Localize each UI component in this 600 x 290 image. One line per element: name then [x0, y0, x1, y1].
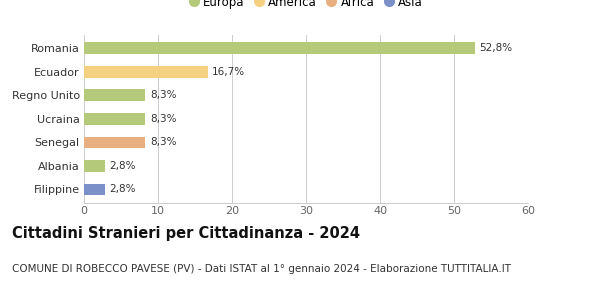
Bar [84, 90, 145, 101]
Text: 8,3%: 8,3% [150, 114, 176, 124]
Text: 8,3%: 8,3% [150, 137, 176, 147]
Text: 2,8%: 2,8% [109, 161, 136, 171]
Text: Cittadini Stranieri per Cittadinanza - 2024: Cittadini Stranieri per Cittadinanza - 2… [12, 226, 360, 241]
Bar [84, 42, 475, 54]
Text: COMUNE DI ROBECCO PAVESE (PV) - Dati ISTAT al 1° gennaio 2024 - Elaborazione TUT: COMUNE DI ROBECCO PAVESE (PV) - Dati IST… [12, 264, 511, 274]
Legend: Europa, America, Africa, Asia: Europa, America, Africa, Asia [187, 0, 425, 11]
Bar [84, 66, 208, 78]
Text: 52,8%: 52,8% [479, 43, 512, 53]
Bar [84, 137, 145, 148]
Text: 8,3%: 8,3% [150, 90, 176, 100]
Bar [84, 184, 105, 195]
Bar [84, 160, 105, 172]
Bar [84, 113, 145, 125]
Text: 2,8%: 2,8% [109, 184, 136, 195]
Text: 16,7%: 16,7% [212, 67, 245, 77]
